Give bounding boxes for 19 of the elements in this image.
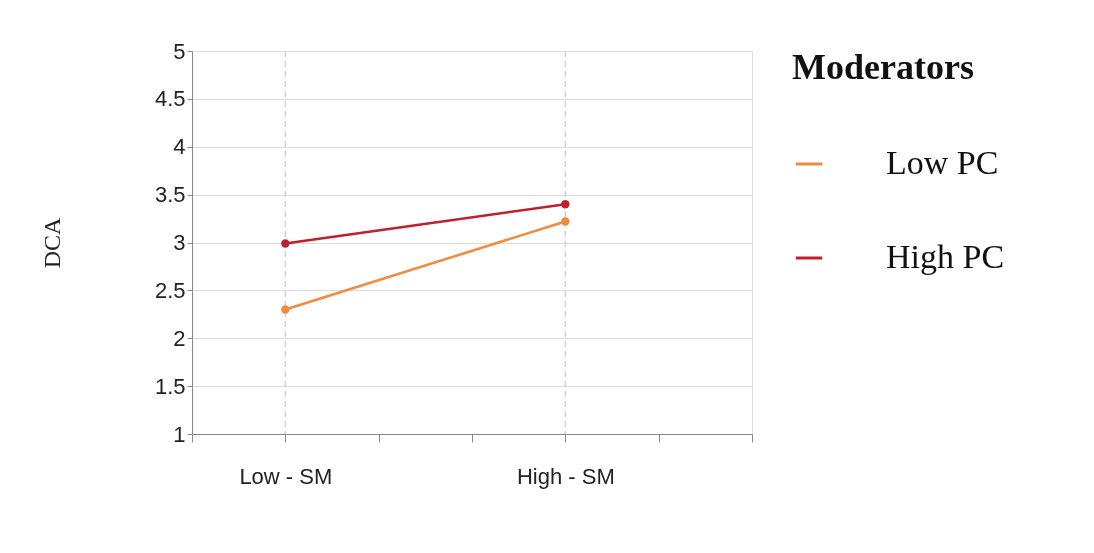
y-tick-label: 2 <box>173 325 186 351</box>
y-tick-label: 4.5 <box>154 86 186 112</box>
y-tick-label: 5 <box>173 38 186 64</box>
y-tick-label: 2.5 <box>154 277 186 303</box>
y-axis-title: DCA <box>38 217 65 269</box>
x-tick-label: High - SM <box>516 463 615 489</box>
y-tick-label: 3 <box>173 230 186 255</box>
point <box>561 217 570 226</box>
point <box>281 239 290 248</box>
point <box>281 305 290 314</box>
legend-label: Low PC <box>886 144 999 181</box>
y-tick-label: 3.5 <box>154 182 186 208</box>
point <box>561 200 570 209</box>
y-tick-label: 1 <box>173 421 186 447</box>
x-tick-label: Low - SM <box>239 463 333 489</box>
legend-title: Moderators <box>792 47 974 87</box>
y-tick-label: 4 <box>173 134 186 160</box>
legend-label: High PC <box>886 238 1005 275</box>
y-tick-label: 1.5 <box>154 373 186 399</box>
